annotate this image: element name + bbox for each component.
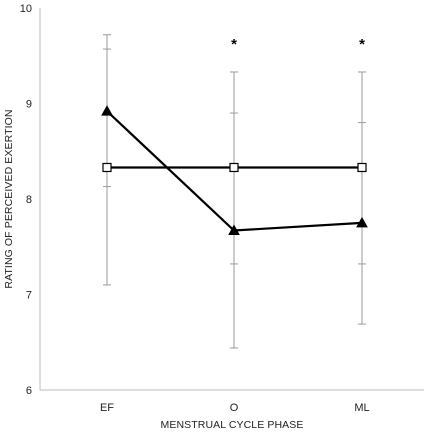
y-axis-title: RATING OF PERCEIVED EXERTION — [3, 109, 15, 288]
square-marker — [102, 162, 112, 173]
y-tick-label: 8 — [26, 194, 32, 206]
triangle-marker — [356, 216, 368, 228]
x-tick-label: O — [230, 402, 239, 414]
x-tick-label: EF — [100, 402, 114, 414]
error-bars — [103, 34, 366, 349]
x-tick-labels: EF O ML — [100, 402, 370, 414]
x-tick-label: ML — [354, 402, 369, 414]
square-marker — [357, 162, 367, 173]
square-marker — [229, 162, 239, 173]
series-markers — [101, 105, 368, 236]
y-tick-label: 9 — [26, 99, 32, 111]
y-tick-label: 6 — [26, 385, 32, 397]
y-tick-labels: 6 7 8 9 10 — [20, 3, 32, 397]
significance-asterisk: * — [231, 36, 237, 53]
x-axis-title: MENSTRUAL CYCLE PHASE — [161, 419, 304, 431]
y-tick-label: 10 — [20, 3, 32, 15]
significance-annotations: * * — [231, 36, 365, 53]
y-tick-label: 7 — [26, 290, 32, 302]
triangle-marker — [101, 105, 113, 116]
triangle-marker — [228, 224, 240, 236]
significance-asterisk: * — [359, 36, 365, 53]
